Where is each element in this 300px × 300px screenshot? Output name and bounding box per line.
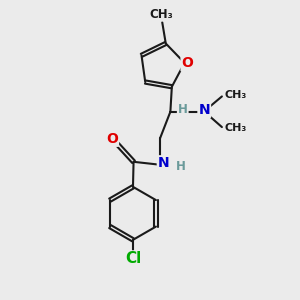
Text: CH₃: CH₃ bbox=[225, 123, 247, 133]
Text: CH₃: CH₃ bbox=[149, 8, 172, 20]
Text: O: O bbox=[182, 56, 194, 70]
Text: H: H bbox=[176, 160, 186, 173]
Text: H: H bbox=[178, 103, 188, 116]
Text: N: N bbox=[198, 103, 210, 117]
Text: N: N bbox=[158, 156, 170, 170]
Text: CH₃: CH₃ bbox=[225, 90, 247, 100]
Text: Cl: Cl bbox=[125, 251, 141, 266]
Text: O: O bbox=[106, 132, 118, 146]
